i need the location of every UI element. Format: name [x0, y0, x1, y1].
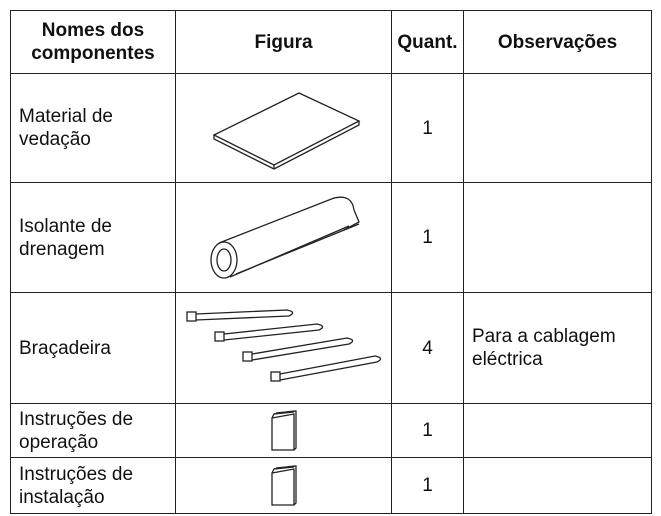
components-table: Nomes dos componentes Figura Quant. Obse… [10, 10, 652, 514]
row: Instruções de instalação 1 [10, 457, 652, 514]
header-cell: Observações [463, 10, 652, 74]
name-cell: Material de vedação [10, 73, 176, 183]
figure-cell [175, 182, 392, 293]
manual-icon [270, 464, 297, 506]
name-cell: Instruções de operação [10, 403, 176, 458]
sealing-sheet-icon [212, 92, 360, 170]
row: Material de vedação 1 [10, 73, 652, 183]
row: Braçadeira 4 Para a cablagem eléctrica [10, 292, 652, 404]
manual-icon [270, 409, 297, 451]
name-cell: Braçadeira [10, 292, 176, 404]
quantity-cell: 1 [391, 457, 464, 514]
header-cell: Quant. [391, 10, 464, 74]
row: Instruções de operação 1 [10, 403, 652, 458]
note-cell [463, 182, 652, 293]
cable-tie-icon [185, 309, 381, 382]
header-cell: Figura [175, 10, 392, 74]
note-cell [463, 457, 652, 514]
note-cell [463, 73, 652, 183]
note-cell: Para a cablagem eléctrica [463, 292, 652, 404]
figure-cell [175, 73, 392, 183]
quantity-cell: 1 [391, 182, 464, 293]
quantity-cell: 1 [391, 73, 464, 183]
figure-cell [175, 457, 392, 514]
row: Isolante de drenagem 1 [10, 182, 652, 293]
note-cell [463, 403, 652, 458]
quantity-cell: 4 [391, 292, 464, 404]
figure-cell [175, 403, 392, 458]
quantity-cell: 1 [391, 403, 464, 458]
figure-cell [175, 292, 392, 404]
name-cell: Instruções de instalação [10, 457, 176, 514]
header-cell: Nomes dos componentes [10, 10, 176, 74]
header-row: Nomes dos componentes Figura Quant. Obse… [10, 10, 652, 74]
name-cell: Isolante de drenagem [10, 182, 176, 293]
drain-insulation-icon [209, 196, 360, 279]
